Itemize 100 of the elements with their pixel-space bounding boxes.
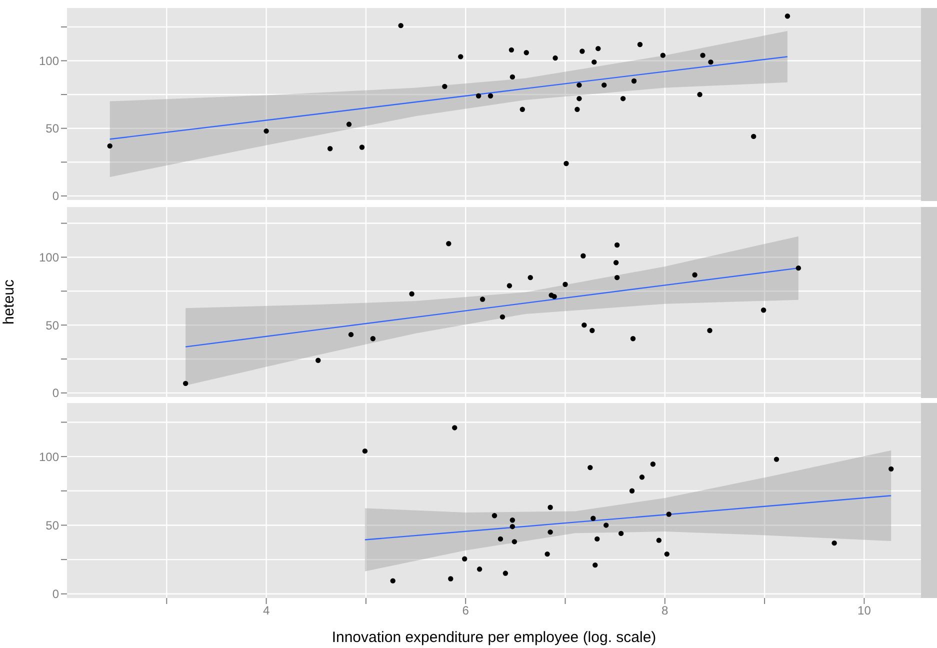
point	[552, 294, 557, 300]
point	[107, 143, 112, 149]
point	[697, 92, 702, 98]
point	[512, 539, 518, 544]
point	[639, 474, 645, 480]
point	[602, 82, 607, 88]
point	[508, 47, 514, 53]
point	[390, 578, 396, 584]
y-tick-label: 50	[46, 318, 60, 332]
point	[316, 358, 321, 363]
point	[520, 106, 525, 112]
point	[576, 96, 582, 102]
line-series	[109, 56, 788, 140]
point	[590, 328, 595, 334]
x-tick-label: 8	[662, 604, 669, 618]
point	[510, 518, 516, 523]
y-tick-label: 100	[38, 54, 60, 68]
point	[458, 54, 464, 60]
point	[582, 322, 587, 328]
point	[462, 556, 468, 562]
y-tick-label: 100	[38, 250, 60, 264]
point	[552, 55, 558, 61]
point	[774, 456, 780, 462]
point	[576, 82, 582, 88]
y-tick-label: 100	[38, 450, 60, 464]
point	[446, 241, 452, 246]
point	[618, 530, 624, 536]
y-tick-label: 50	[46, 122, 60, 136]
point	[750, 134, 756, 140]
point	[488, 93, 494, 98]
y-tick-label: 0	[52, 386, 60, 400]
point	[548, 504, 553, 510]
point	[700, 52, 706, 58]
point	[506, 283, 512, 288]
point	[182, 380, 188, 386]
point	[832, 540, 837, 546]
y-axis-title: heteuc	[0, 278, 18, 325]
point	[614, 242, 620, 248]
point	[409, 291, 414, 296]
point	[562, 282, 568, 287]
point	[594, 536, 600, 542]
point	[590, 516, 596, 521]
y-tick-label: 0	[52, 189, 60, 204]
point	[604, 522, 609, 528]
x-axis-title: Innovation expenditure per employee (log. scale)	[332, 629, 656, 646]
point	[888, 466, 894, 472]
point	[614, 274, 620, 280]
point	[631, 78, 637, 84]
point	[359, 144, 365, 150]
point	[442, 84, 448, 90]
point	[492, 513, 498, 518]
point	[327, 146, 333, 152]
point	[784, 14, 790, 19]
point	[574, 106, 580, 112]
point	[592, 562, 598, 568]
point	[596, 46, 601, 52]
point	[796, 265, 802, 271]
point	[510, 524, 516, 530]
point	[500, 314, 506, 320]
point	[448, 576, 454, 582]
point	[760, 308, 766, 313]
point	[348, 332, 354, 338]
point	[629, 488, 635, 494]
x-tick-label: 4	[262, 604, 270, 618]
point	[476, 566, 482, 572]
point	[362, 448, 368, 454]
point	[630, 336, 636, 342]
point	[588, 464, 593, 470]
point	[708, 59, 714, 65]
point	[548, 529, 553, 535]
point	[476, 93, 482, 98]
point	[580, 48, 585, 54]
point	[637, 42, 643, 48]
point	[370, 336, 376, 342]
point	[398, 22, 404, 28]
point	[664, 551, 670, 557]
y-tick-label: 0	[52, 587, 60, 602]
point	[592, 59, 597, 65]
y-tick-label: 50	[46, 518, 60, 532]
point	[666, 512, 672, 517]
point	[580, 253, 586, 258]
point	[564, 160, 569, 166]
point	[544, 551, 550, 557]
point	[528, 274, 533, 280]
x-tick-label: 6	[462, 604, 470, 618]
point	[498, 536, 504, 542]
x-tick-label: 10	[858, 604, 872, 618]
point	[264, 128, 269, 134]
point	[613, 260, 619, 266]
point	[660, 52, 666, 58]
point	[346, 122, 352, 127]
point	[510, 74, 516, 80]
point	[524, 50, 529, 56]
point	[480, 296, 486, 302]
point	[656, 538, 662, 543]
point	[620, 96, 626, 102]
point	[650, 462, 656, 467]
line-series	[364, 495, 892, 540]
point	[707, 328, 712, 334]
point	[502, 570, 508, 576]
